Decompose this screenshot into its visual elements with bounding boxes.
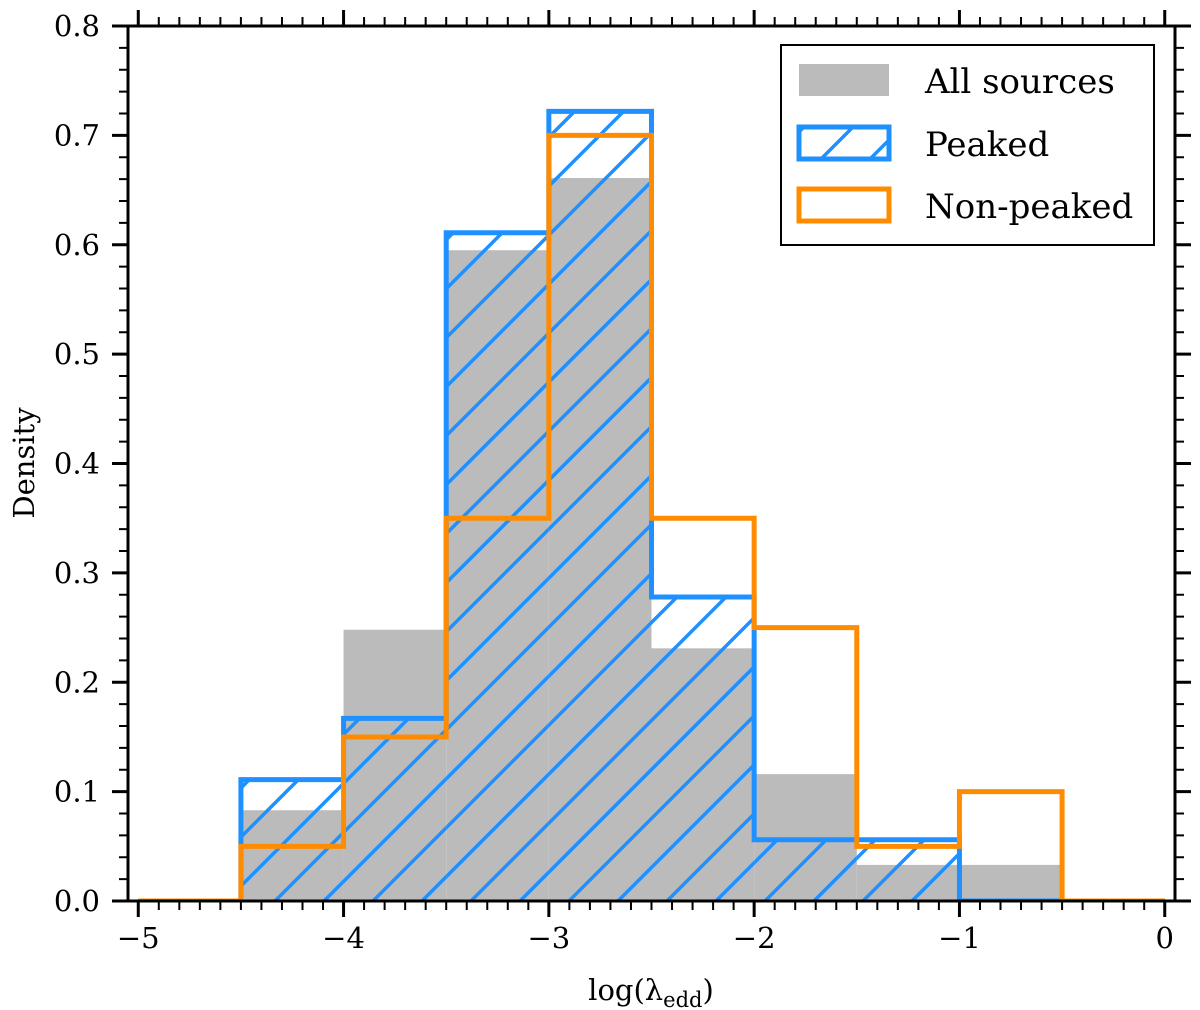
peaked-hatch-bars <box>240 111 960 901</box>
y-tick-labels: 0.0 0.1 0.2 0.3 0.4 0.5 0.6 0.7 0.8 <box>54 9 100 918</box>
y-axis-label: Density <box>7 407 41 519</box>
y-tick-label: 0.0 <box>54 884 100 918</box>
peaked-bar <box>548 111 652 901</box>
y-tick-label: 0.4 <box>54 447 100 481</box>
x-axis-label-main: log(λ <box>588 973 663 1007</box>
legend-label-all-sources: All sources <box>924 62 1115 102</box>
x-tick-label: −3 <box>527 921 570 955</box>
y-tick-label: 0.7 <box>54 118 100 152</box>
x-tick-label: −2 <box>733 921 776 955</box>
x-tick-label: 0 <box>1156 921 1174 955</box>
y-tick-label: 0.1 <box>54 775 100 809</box>
non-peaked-step-line <box>138 132 1165 901</box>
x-tick-label: −1 <box>938 921 981 955</box>
peaked-bar <box>856 839 960 901</box>
x-tick-label: −5 <box>117 921 160 955</box>
peaked-step-line <box>138 108 1165 901</box>
x-axis-label: log(λedd) <box>588 973 714 1010</box>
x-tick-label: −4 <box>322 921 365 955</box>
x-tick-labels: −5 −4 −3 −2 −1 0 <box>117 921 1174 955</box>
y-tick-label: 0.5 <box>54 337 100 371</box>
legend-swatch-all-sources <box>799 64 889 96</box>
legend-swatch-non-peaked <box>796 186 892 224</box>
axis-ticks <box>112 10 1191 917</box>
peaked-bar <box>240 779 344 901</box>
step-outlines <box>138 108 1165 901</box>
legend-swatch-peaked <box>796 124 892 162</box>
peaked-bar <box>754 839 857 901</box>
legend-label-peaked: Peaked <box>925 125 1049 165</box>
x-axis-label-subscript: edd <box>663 988 702 1010</box>
y-tick-label: 0.6 <box>54 228 100 262</box>
legend: All sources Peaked Non-peaked <box>780 44 1155 246</box>
peaked-bar <box>343 718 447 901</box>
peaked-bar <box>651 596 755 901</box>
legend-label-non-peaked: Non-peaked <box>925 187 1133 227</box>
x-axis-label-close: ) <box>703 973 714 1007</box>
y-tick-label: 0.2 <box>54 665 100 699</box>
y-tick-label: 0.8 <box>54 9 100 43</box>
all-sources-bar <box>959 864 1063 901</box>
y-tick-label: 0.3 <box>54 556 100 590</box>
peaked-bar <box>446 232 549 901</box>
